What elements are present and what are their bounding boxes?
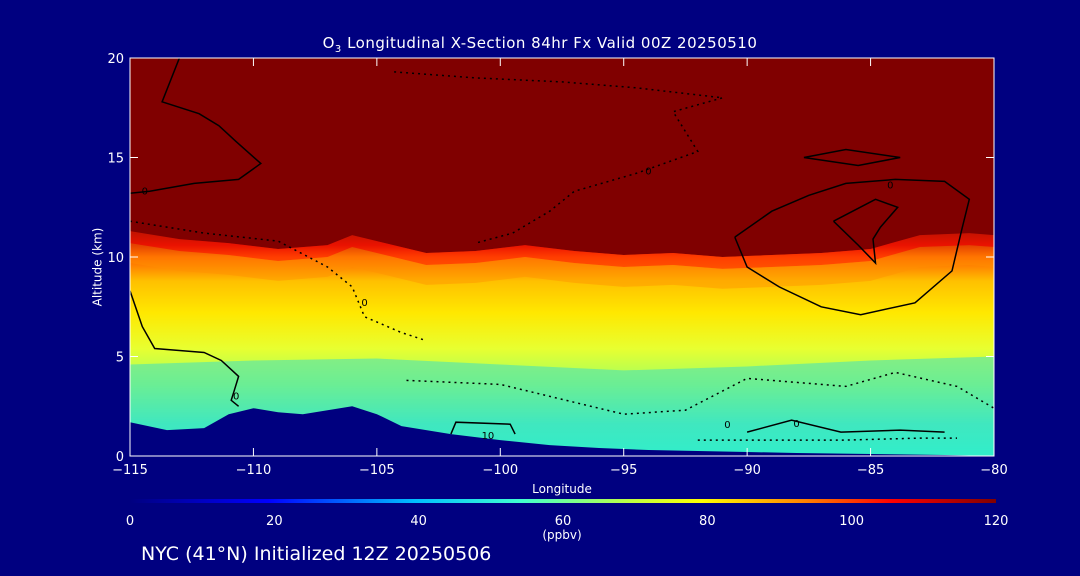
- y-axis-ticks: 0 5 10 15 20: [107, 52, 994, 465]
- contour-label: 0: [233, 391, 239, 402]
- contour-zero-middle: [450, 421, 516, 435]
- colorbar-tick-label: 60: [555, 514, 572, 529]
- colorbar-tick-label: 40: [410, 514, 427, 529]
- contour-label-group: 0 0 0 10 0 0 0 0: [142, 166, 894, 442]
- colorbar: [130, 499, 996, 503]
- contour-label: 0: [793, 419, 799, 430]
- colorbar-tick-label: 0: [126, 514, 134, 529]
- contour-lines: [130, 58, 994, 441]
- contour-label: 0: [645, 166, 651, 177]
- contour-zero-left: [130, 290, 240, 407]
- x-axis-ticks: −115 −110 −105 −100 −95 −90 −85 −80: [112, 58, 1008, 478]
- chart-title: O3 Longitudinal X-Section 84hr Fx Valid …: [0, 34, 1080, 55]
- colorbar-tick-label: 100: [839, 514, 864, 529]
- x-tick-label: −110: [236, 463, 272, 478]
- y-tick-label: 15: [107, 152, 124, 167]
- y-tick-label: 5: [116, 351, 124, 366]
- y-tick-label: 0: [116, 450, 124, 465]
- contour-label: 0: [361, 298, 367, 309]
- y-tick-label: 20: [107, 52, 124, 67]
- contour-label: 10: [482, 431, 495, 442]
- contour-zero-lower-right: [746, 419, 945, 433]
- x-tick-label: −105: [359, 463, 395, 478]
- tropopause-red-band: [130, 231, 994, 269]
- title-subscript: 3: [334, 44, 342, 55]
- contour-label: 0: [142, 186, 148, 197]
- colorbar-ticks: 0 20 40 60 80 100 120: [126, 514, 1009, 529]
- x-tick-label: −100: [482, 463, 518, 478]
- x-axis-label: Longitude: [532, 482, 592, 496]
- contour-zero-upper-right: [803, 148, 901, 167]
- contour-zero-right-inner: [832, 198, 899, 266]
- y-tick-label: 10: [107, 251, 124, 266]
- colorbar-units: (ppbv): [542, 528, 582, 542]
- contour-ten-bottom: [697, 437, 957, 441]
- colorbar-tick-label: 80: [699, 514, 716, 529]
- colorbar-tick-label: 120: [984, 514, 1009, 529]
- contour-ten-lower: [406, 371, 994, 415]
- contour-label: 0: [724, 420, 730, 431]
- stratosphere-region: [130, 58, 994, 257]
- title-text: Longitudinal X-Section 84hr Fx Valid 00Z…: [341, 34, 758, 52]
- init-footer: NYC (41°N) Initialized 12Z 20250506: [141, 543, 492, 565]
- x-tick-label: −95: [610, 463, 637, 478]
- x-tick-label: −85: [857, 463, 884, 478]
- contour-zero-right-loop: [734, 178, 971, 316]
- y-axis-label: Altitude (km): [90, 227, 105, 307]
- plot-area: 0 0 0 10 0 0 0 0: [130, 58, 994, 456]
- x-tick-label: −90: [733, 463, 760, 478]
- x-tick-label: −80: [980, 463, 1007, 478]
- terrain-mask: [130, 406, 994, 456]
- contour-zero-upper-left: [130, 58, 263, 195]
- x-tick-label: −115: [112, 463, 148, 478]
- title-species: O: [322, 34, 335, 52]
- orange-band: [130, 243, 994, 289]
- contour-label: 0: [887, 180, 893, 191]
- colorbar-tick-label: 20: [266, 514, 283, 529]
